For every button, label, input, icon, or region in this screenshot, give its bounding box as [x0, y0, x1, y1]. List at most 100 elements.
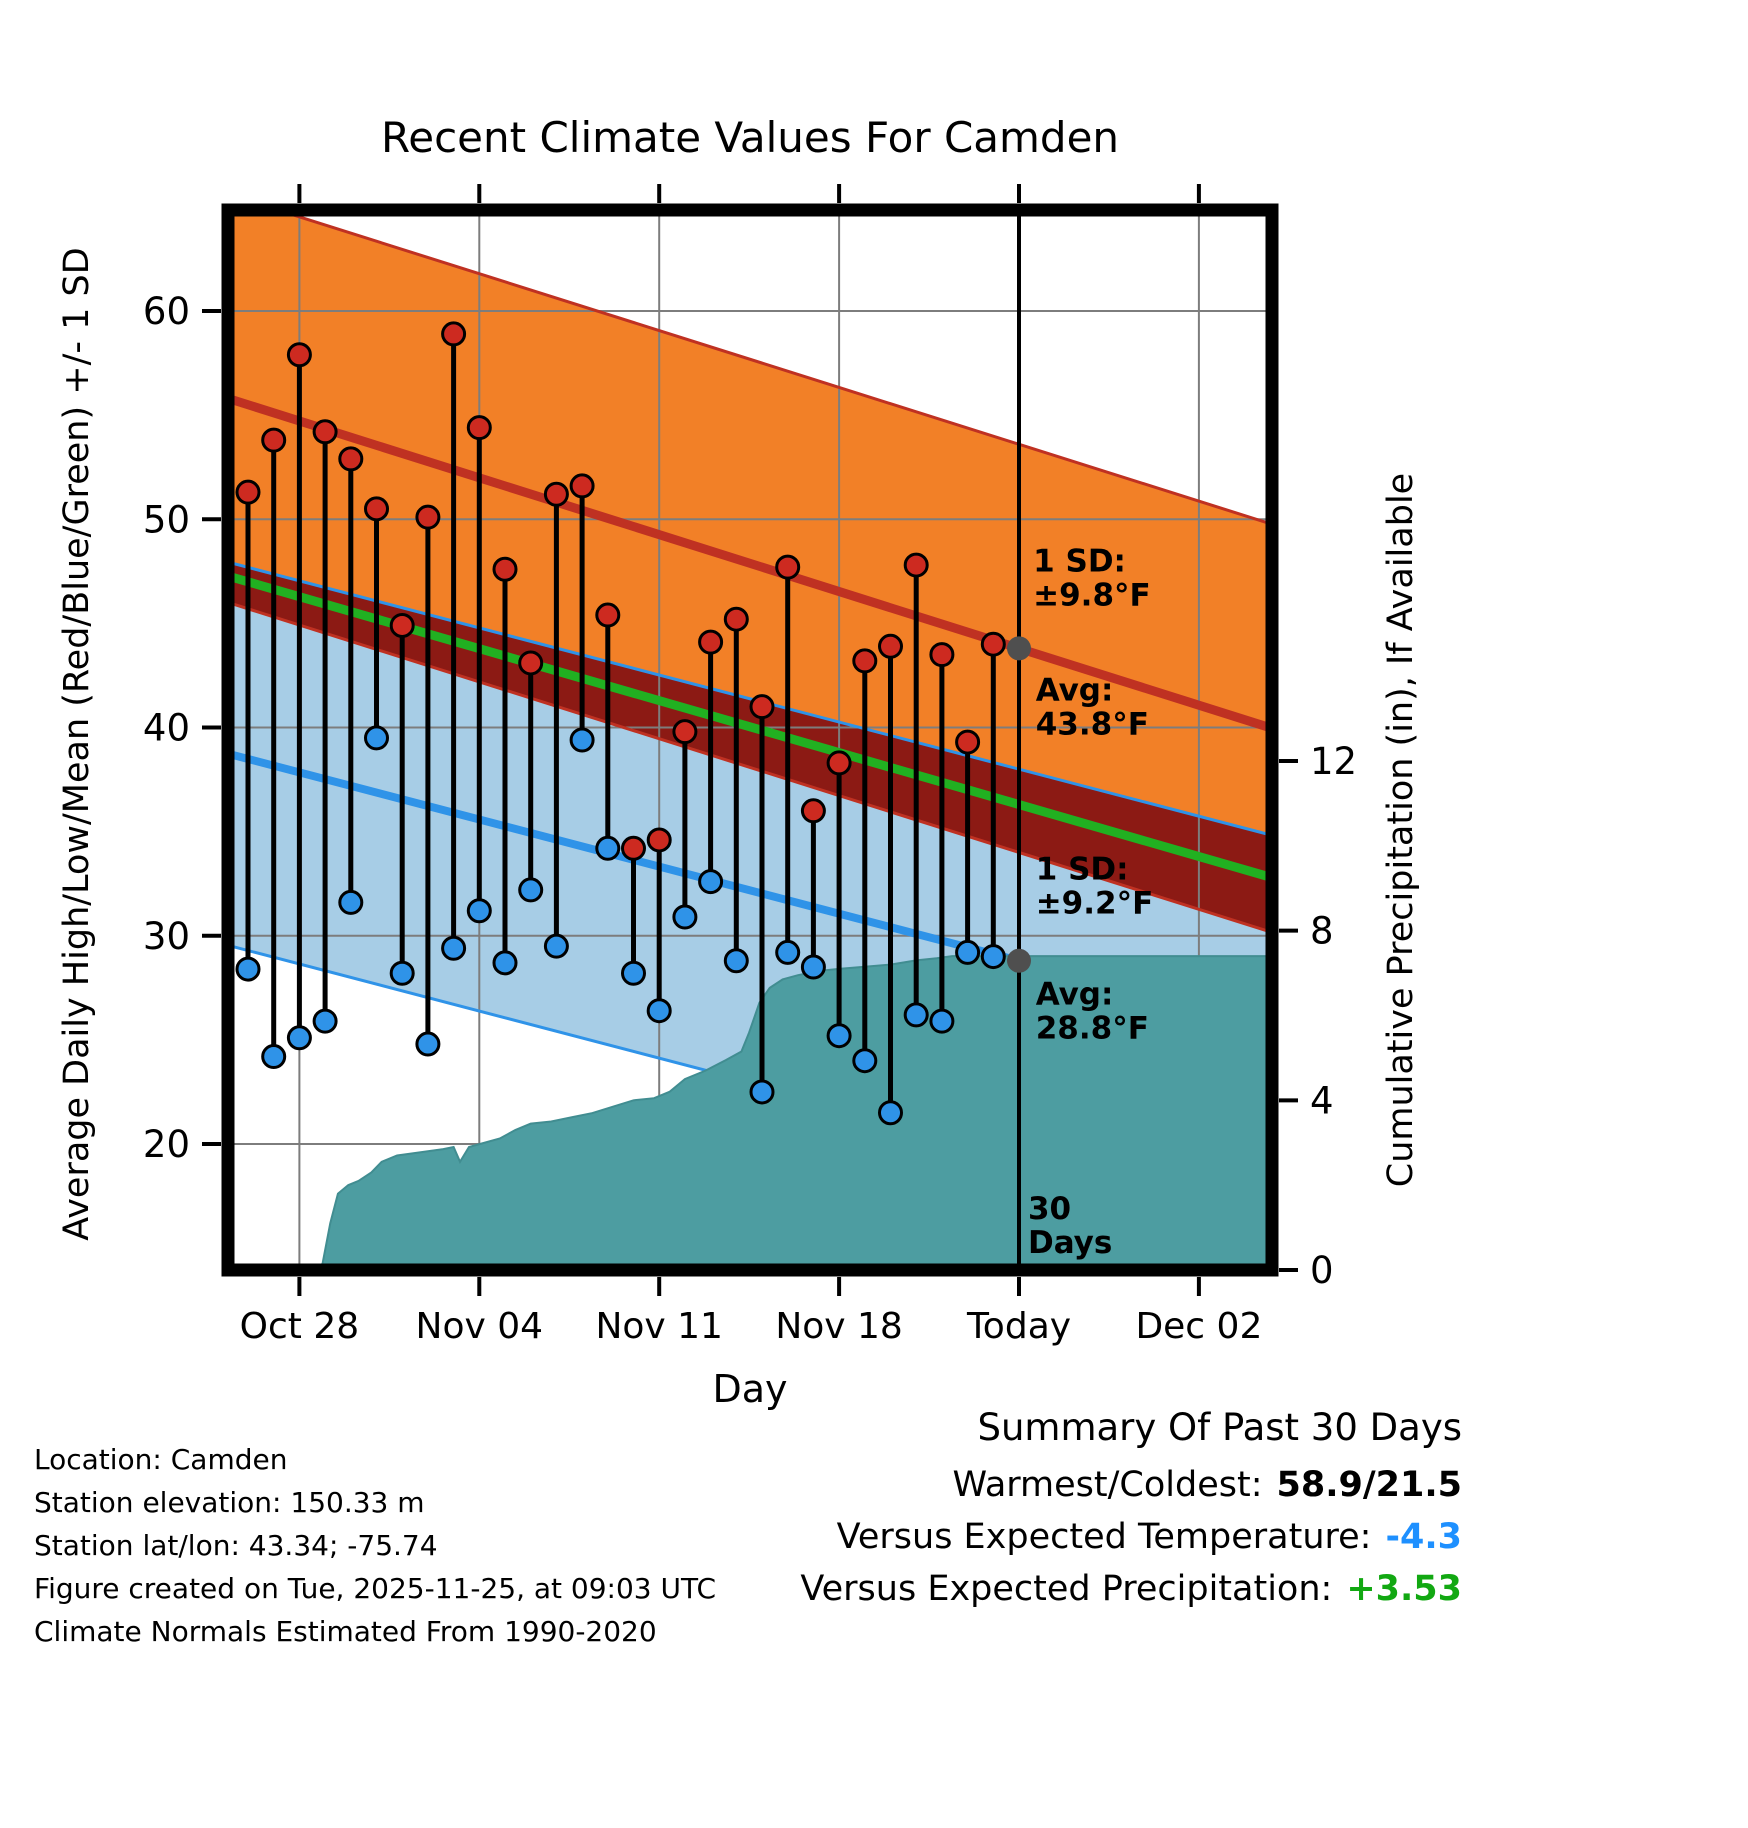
daily-low-marker	[878, 1100, 903, 1126]
daily-low-marker	[312, 1008, 338, 1034]
y-tick-label-right: 8	[1310, 910, 1334, 953]
summary-row-vs-temperature: Versus Expected Temperature: -4.3	[800, 1511, 1462, 1563]
chart-annotation: 28.8°F	[1036, 1010, 1149, 1046]
chart-annotation: ±9.8°F	[1033, 577, 1151, 613]
daily-high-marker	[466, 415, 492, 441]
x-tick-label: Nov 11	[595, 1306, 723, 1347]
daily-high-marker	[826, 750, 852, 776]
high-band	[228, 210, 1272, 933]
daily-high-marker	[878, 633, 903, 659]
y-axis-title-right: Cumulative Precipitation (in), If Availa…	[1381, 473, 1421, 1187]
daily-high-marker	[723, 606, 749, 632]
summary-row-vs-precipitation: Versus Expected Precipitation: +3.53	[800, 1563, 1462, 1615]
daily-high-marker	[929, 642, 955, 668]
daily-high-marker	[621, 835, 646, 861]
meta-latlon: Station lat/lon: 43.34; -75.74	[34, 1529, 438, 1562]
daily-low-marker	[595, 835, 621, 861]
avg-high-line	[228, 394, 1272, 733]
y-tick-label-left: 50	[143, 498, 190, 541]
daily-high-marker	[800, 798, 826, 824]
daily-high-marker	[235, 479, 261, 505]
daily-high-marker	[749, 694, 775, 720]
x-tick-label: Today	[966, 1306, 1071, 1347]
chart-annotation: 43.8°F	[1036, 706, 1149, 742]
y-tick-label-right: 0	[1310, 1249, 1334, 1292]
daily-low-marker	[261, 1044, 287, 1070]
daily-low-marker	[929, 1008, 955, 1034]
summary-label: Warmest/Coldest:	[952, 1465, 1263, 1505]
low-band-upper-edge	[228, 560, 1272, 837]
daily-high-marker	[955, 729, 981, 755]
chart-annotation: Avg:	[1036, 976, 1114, 1012]
daily-high-marker	[364, 496, 389, 522]
summary-label: Versus Expected Precipitation:	[800, 1569, 1333, 1609]
daily-low-marker	[980, 944, 1006, 970]
daily-low-marker	[749, 1079, 775, 1105]
x-tick-label: Nov 18	[775, 1306, 903, 1347]
daily-low-marker	[621, 960, 646, 986]
y-tick-label-right: 4	[1310, 1079, 1334, 1122]
meta-created: Figure created on Tue, 2025-11-25, at 09…	[34, 1572, 717, 1605]
daily-low-marker	[646, 998, 672, 1024]
daily-high-marker	[775, 554, 801, 580]
x-tick-label: Dec 02	[1135, 1306, 1262, 1347]
x-axis-title: Day	[712, 1367, 787, 1411]
daily-low-marker	[389, 960, 415, 986]
daily-low-marker	[903, 1002, 929, 1028]
daily-high-marker	[312, 419, 338, 445]
daily-high-marker	[698, 629, 724, 655]
daily-low-marker	[415, 1031, 441, 1057]
daily-high-marker	[646, 827, 672, 853]
avg-low-today	[1007, 948, 1031, 973]
chart-annotation: 1 SD:	[1036, 852, 1129, 888]
daily-high-marker	[569, 473, 595, 499]
chart-annotation: ±9.2°F	[1036, 886, 1154, 922]
y-tick-label-left: 60	[143, 290, 190, 333]
daily-low-marker	[569, 727, 595, 753]
y-axis-title-left: Average Daily High/Low/Mean (Red/Blue/Gr…	[57, 247, 97, 1240]
summary-value: +3.53	[1346, 1569, 1462, 1609]
meta-location: Location: Camden	[34, 1443, 288, 1476]
x-tick-label: Oct 28	[240, 1306, 360, 1347]
cumulative-precip-area	[313, 955, 1272, 1270]
daily-low-marker	[672, 904, 698, 930]
plot-border	[221, 203, 1279, 1277]
y-tick-label-left: 20	[143, 1123, 190, 1166]
daily-low-marker	[518, 877, 544, 903]
summary-value: -4.3	[1385, 1517, 1462, 1557]
daily-low-marker	[466, 898, 492, 924]
y-tick-label-left: 40	[143, 707, 190, 750]
chart-annotation: Avg:	[1036, 672, 1114, 708]
daily-low-marker	[800, 954, 826, 980]
summary-title: Summary Of Past 30 Days	[977, 1406, 1462, 1449]
daily-low-marker	[543, 933, 569, 959]
summary-row-warmest-coldest: Warmest/Coldest: 58.9/21.5	[800, 1459, 1462, 1511]
figure-metadata: Location: Camden Station elevation: 150.…	[34, 1438, 716, 1653]
avg-high-today	[1007, 636, 1031, 661]
daily-low-marker	[826, 1023, 852, 1049]
daily-high-marker	[672, 719, 698, 745]
chart-annotation: 30	[1028, 1191, 1071, 1227]
daily-high-marker	[286, 342, 312, 368]
y-tick-label-left: 30	[143, 915, 190, 958]
daily-low-marker	[852, 1048, 878, 1074]
daily-low-marker	[492, 950, 518, 976]
daily-high-marker	[903, 552, 929, 578]
meta-normals: Climate Normals Estimated From 1990-2020	[34, 1615, 657, 1648]
daily-high-marker	[518, 650, 544, 676]
high-band-upper-edge	[272, 210, 1272, 526]
daily-high-marker	[441, 321, 467, 347]
daily-high-marker	[492, 556, 518, 582]
x-tick-label: Nov 04	[416, 1306, 544, 1347]
daily-high-marker	[261, 427, 287, 453]
summary-panel: Summary Of Past 30 Days Warmest/Coldest:…	[800, 1406, 1462, 1615]
daily-high-marker	[389, 612, 415, 638]
summary-value: 58.9/21.5	[1276, 1465, 1463, 1505]
daily-high-marker	[852, 648, 878, 674]
daily-low-marker	[698, 869, 724, 895]
daily-low-marker	[441, 935, 467, 961]
daily-high-marker	[543, 481, 569, 507]
daily-high-marker	[980, 631, 1006, 657]
